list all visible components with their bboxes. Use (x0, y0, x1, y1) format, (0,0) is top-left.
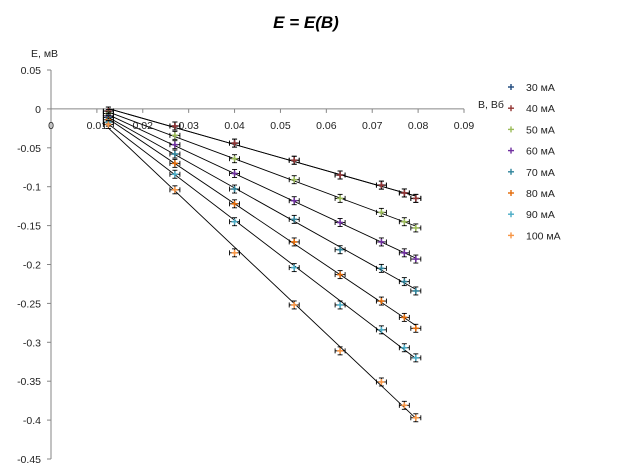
data-point (334, 218, 346, 227)
trendline (108, 116, 417, 290)
legend-label: 40 мА (526, 103, 555, 115)
data-point (398, 188, 410, 198)
legend-label: 30 мА (526, 82, 555, 94)
x-tick-label: 0.09 (454, 120, 475, 132)
data-point (288, 196, 300, 206)
y-tick-label: 0 (35, 104, 41, 116)
data-point (375, 263, 387, 273)
x-tick-label: 0.07 (362, 120, 383, 132)
trendline (108, 108, 416, 197)
y-tick-label: -0.05 (17, 143, 41, 155)
data-point (375, 207, 387, 217)
x-tick-label: 0.01 (87, 120, 108, 132)
data-point (398, 217, 410, 227)
y-tick-label: -0.45 (17, 454, 41, 466)
trendline (108, 118, 417, 326)
x-tick-label: 0.08 (408, 120, 429, 132)
x-tick-label: 0.04 (224, 120, 245, 132)
data-point (398, 277, 410, 287)
data-point (398, 248, 410, 258)
trendline (108, 123, 417, 359)
legend-label: 80 мА (526, 188, 555, 200)
data-point (334, 170, 346, 180)
data-point (229, 169, 241, 178)
data-point (410, 193, 422, 203)
data-point (398, 343, 410, 353)
y-tick-label: -0.35 (17, 376, 41, 388)
data-point (375, 325, 387, 335)
legend-item: 90 мА (508, 209, 555, 221)
legend-label: 100 мА (526, 230, 561, 242)
data-point (334, 193, 346, 203)
data-point (169, 130, 181, 140)
data-point (410, 286, 422, 296)
x-tick-label: 0 (48, 120, 54, 132)
legend-label: 50 мА (526, 124, 555, 136)
y-axis-label: E, мВ (31, 48, 58, 60)
data-point (375, 296, 387, 306)
legend-item: 40 мА (508, 103, 555, 115)
data-point (169, 158, 181, 168)
trendline (108, 114, 417, 259)
data-point (398, 312, 410, 322)
data-point (169, 185, 181, 195)
data-point (169, 169, 181, 179)
legend-label: 70 мА (526, 167, 555, 179)
y-tick-label: -0.2 (23, 260, 41, 272)
y-tick-label: -0.1 (23, 182, 41, 194)
legend-label: 90 мА (526, 209, 555, 221)
data-point (334, 270, 346, 280)
data-point (410, 353, 422, 363)
legend-item: 70 мА (508, 167, 555, 179)
data-point (334, 346, 346, 356)
data-point (410, 254, 422, 264)
x-axis-label: B, Вб (478, 99, 504, 111)
data-point (375, 237, 387, 247)
data-point (229, 217, 241, 227)
y-tick-label: 0.05 (21, 65, 42, 77)
data-point (102, 120, 114, 129)
data-point (334, 245, 346, 255)
data-point (229, 154, 241, 164)
data-point (229, 248, 241, 258)
data-point (288, 300, 300, 310)
data-point (410, 323, 422, 333)
y-tick-label: -0.25 (17, 298, 41, 310)
y-tick-label: -0.15 (17, 221, 41, 233)
x-tick-label: 0.03 (178, 120, 199, 132)
data-point (410, 223, 422, 233)
data-point (410, 413, 422, 423)
data-point (229, 138, 241, 148)
data-point (375, 180, 387, 190)
legend-item: 100 мА (508, 230, 561, 242)
y-tick-label: -0.3 (23, 337, 41, 349)
trendline (108, 127, 417, 419)
legend-item: 60 мА (508, 146, 555, 158)
data-point (288, 214, 300, 224)
chart-title: E = E(B) (273, 13, 339, 32)
legend-item: 50 мА (508, 124, 555, 136)
data-point (288, 155, 300, 165)
data-point (288, 175, 300, 185)
data-point (288, 237, 300, 247)
trendline (108, 111, 416, 227)
data-point (169, 149, 181, 159)
data-point (229, 199, 241, 209)
data-point (229, 184, 241, 194)
data-point (288, 263, 300, 273)
x-tick-label: 0.05 (270, 120, 291, 132)
data-point (169, 121, 181, 131)
legend-label: 60 мА (526, 146, 555, 158)
legend-item: 30 мА (508, 82, 555, 94)
x-tick-label: 0.06 (316, 120, 337, 132)
data-point (375, 377, 387, 387)
y-tick-label: -0.4 (23, 415, 41, 427)
legend-item: 80 мА (508, 188, 555, 200)
data-point (398, 400, 410, 410)
data-point (334, 300, 346, 310)
data-point (169, 140, 181, 150)
